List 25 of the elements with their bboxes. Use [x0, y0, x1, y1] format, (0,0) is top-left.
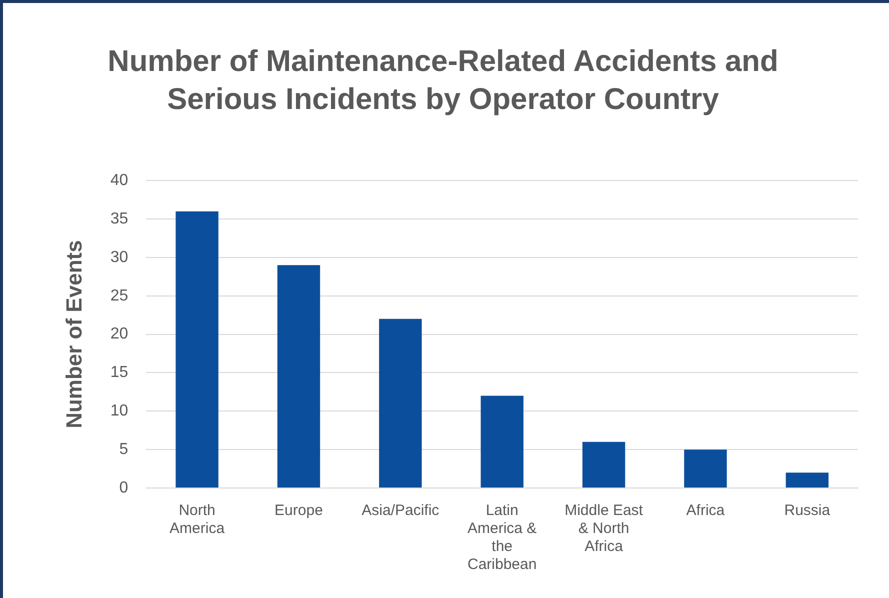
y-tick-label: 5 [119, 440, 128, 458]
bar [379, 318, 422, 488]
bar [786, 472, 829, 488]
bar [582, 442, 626, 488]
y-tick-label: 35 [110, 210, 128, 228]
y-tick-label: 30 [110, 248, 128, 266]
y-tick-label: 10 [110, 402, 128, 420]
y-tick-label: 0 [119, 479, 128, 496]
bar [480, 396, 524, 488]
chart-title: Number of Maintenance-Related Accidents and Serious Incidents by Operator Country [106, 44, 780, 118]
x-tick-label: North America [170, 502, 226, 538]
bar [277, 265, 320, 488]
x-tick-label: Asia/Pacific [362, 502, 440, 520]
x-tick-label: Russia [784, 502, 831, 520]
y-tick-label: 40 [110, 172, 128, 190]
y-tick-label: 20 [110, 326, 128, 343]
x-tick-label: Africa [686, 502, 726, 520]
y-tick-label: 25 [110, 287, 128, 304]
bar [176, 211, 218, 488]
y-axis-title: Number of Events [61, 240, 86, 428]
x-tick-label: Middle East & North Africa [564, 502, 644, 556]
y-tick-label: 15 [110, 364, 128, 382]
x-tick-label: Latin America & the Caribbean [467, 502, 537, 574]
x-tick-label: Europe [274, 502, 323, 520]
bar [684, 450, 727, 488]
